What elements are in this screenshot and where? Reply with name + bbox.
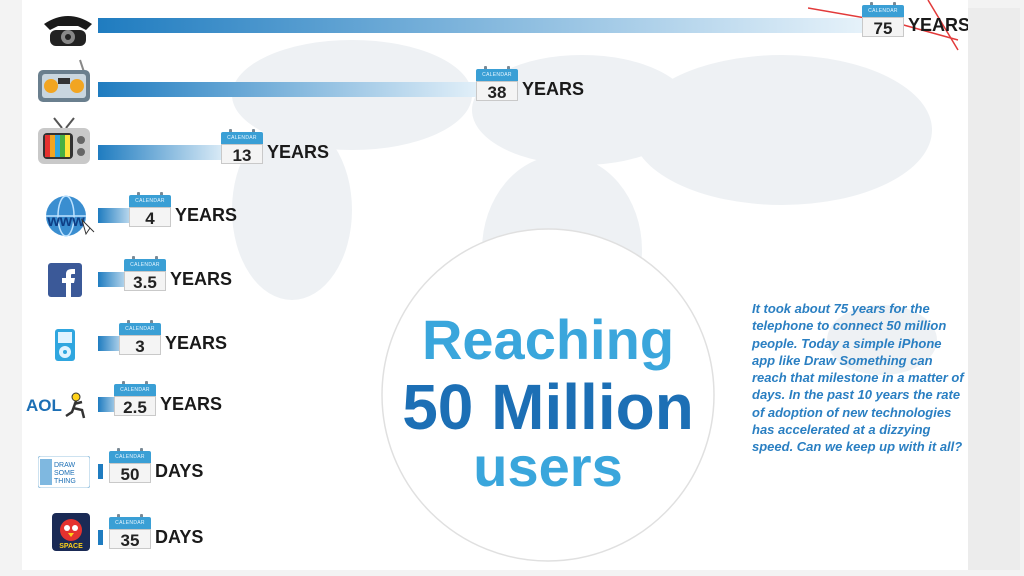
duration-unit: DAYS <box>155 461 204 481</box>
duration-value: 50 <box>120 465 140 484</box>
headline-reaching: Reaching <box>421 308 675 371</box>
duration-unit: YEARS <box>267 142 330 162</box>
headline-50-million: 50 Million <box>402 371 694 443</box>
telephone-icon <box>40 10 96 55</box>
svg-text:SPACE: SPACE <box>59 543 83 550</box>
calendar-icon: CALENDAR 3.5 <box>124 256 166 292</box>
bar-telephone <box>98 18 864 33</box>
calendar-icon: CALENDAR 4 <box>129 192 171 228</box>
duration-unit: YEARS <box>175 205 238 225</box>
bar-radio <box>98 82 486 97</box>
svg-text:THING: THING <box>54 478 76 485</box>
duration-unit: DAYS <box>155 527 204 547</box>
duration-unit: YEARS <box>165 333 228 353</box>
radio-icon <box>36 58 92 109</box>
calendar-label: CALENDAR <box>125 326 155 332</box>
infographic-page: CALENDAR 75 YEARS CALENDAR 38 YEARS CALENDAR 13… <box>22 0 968 570</box>
svg-text:SOME: SOME <box>54 470 75 477</box>
calendar-icon: CALENDAR 2.5 <box>114 381 156 417</box>
bar-television <box>98 145 231 160</box>
page-margin <box>968 8 1020 570</box>
calendar-icon: CALENDAR 50 <box>109 448 151 484</box>
calendar-icon: CALENDAR 13 <box>221 129 263 165</box>
www-icon: www <box>36 194 96 245</box>
calendar-label: CALENDAR <box>868 8 898 14</box>
calendar-icon: CALENDAR 35 <box>109 514 151 550</box>
duration-value: 4 <box>145 209 155 228</box>
svg-text:DRAW: DRAW <box>54 462 76 469</box>
duration-value: 13 <box>232 146 252 165</box>
bar-draw-something <box>98 464 103 479</box>
calendar-label: CALENDAR <box>227 135 257 141</box>
calendar-icon: CALENDAR 38 <box>476 66 518 102</box>
facebook-icon <box>48 263 82 302</box>
duration-unit: YEARS <box>908 15 968 35</box>
ipod-icon <box>54 328 76 367</box>
duration-value: 75 <box>873 19 893 38</box>
bar-world-wide-web <box>98 208 139 223</box>
duration-value: 3.5 <box>133 273 157 292</box>
angry-birds-space-icon: SPACE <box>52 513 90 556</box>
duration-value: 38 <box>487 83 507 102</box>
duration-unit: YEARS <box>170 269 233 289</box>
headline-circle <box>381 228 715 562</box>
calendar-icon: CALENDAR 3 <box>119 320 161 356</box>
duration-value: 3 <box>135 337 145 356</box>
duration-value: 2.5 <box>123 398 147 417</box>
headline-users: users <box>473 435 623 498</box>
svg-text:AOL: AOL <box>26 396 62 415</box>
calendar-label: CALENDAR <box>135 198 165 204</box>
duration-unit: YEARS <box>160 394 223 414</box>
aol-icon: AOL <box>26 390 90 425</box>
bar-angry-birds-space <box>98 530 103 545</box>
draw-something-icon: DRAW SOME THING <box>37 455 91 493</box>
calendar-label: CALENDAR <box>130 262 160 268</box>
duration-value: 35 <box>120 531 140 550</box>
calendar-label: CALENDAR <box>115 454 145 460</box>
svg-text:www: www <box>46 213 85 230</box>
calendar-label: CALENDAR <box>115 520 145 526</box>
description-text: It took about 75 years for the telephone… <box>752 301 964 455</box>
calendar-icon: CALENDAR 75 <box>862 2 904 38</box>
television-icon <box>36 116 92 171</box>
duration-unit: YEARS <box>522 79 585 99</box>
calendar-label: CALENDAR <box>482 72 512 78</box>
calendar-label: CALENDAR <box>120 387 150 393</box>
